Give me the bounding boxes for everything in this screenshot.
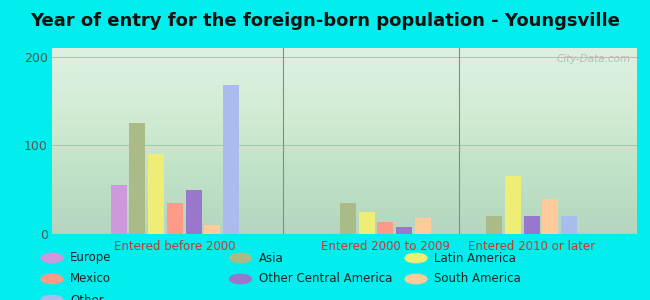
Bar — [204, 225, 220, 234]
Bar — [396, 227, 412, 234]
Text: Mexico: Mexico — [70, 272, 111, 286]
Bar — [340, 203, 356, 234]
Bar — [543, 199, 558, 234]
Bar — [167, 203, 183, 234]
Bar — [129, 123, 146, 234]
Bar — [415, 218, 431, 234]
Bar — [111, 185, 127, 234]
Bar — [505, 176, 521, 234]
Text: South America: South America — [434, 272, 521, 286]
Text: City-Data.com: City-Data.com — [557, 54, 631, 64]
Bar — [524, 216, 539, 234]
Bar — [561, 216, 577, 234]
Text: Europe: Europe — [70, 251, 112, 265]
Bar — [359, 212, 374, 234]
Bar — [378, 223, 393, 234]
Text: Other Central America: Other Central America — [259, 272, 392, 286]
Bar — [186, 190, 202, 234]
Text: Year of entry for the foreign-born population - Youngsville: Year of entry for the foreign-born popul… — [30, 12, 620, 30]
Bar — [486, 216, 502, 234]
Bar — [148, 154, 164, 234]
Text: Other: Other — [70, 293, 104, 300]
Text: Latin America: Latin America — [434, 251, 516, 265]
Text: Asia: Asia — [259, 251, 283, 265]
Bar — [223, 85, 239, 234]
